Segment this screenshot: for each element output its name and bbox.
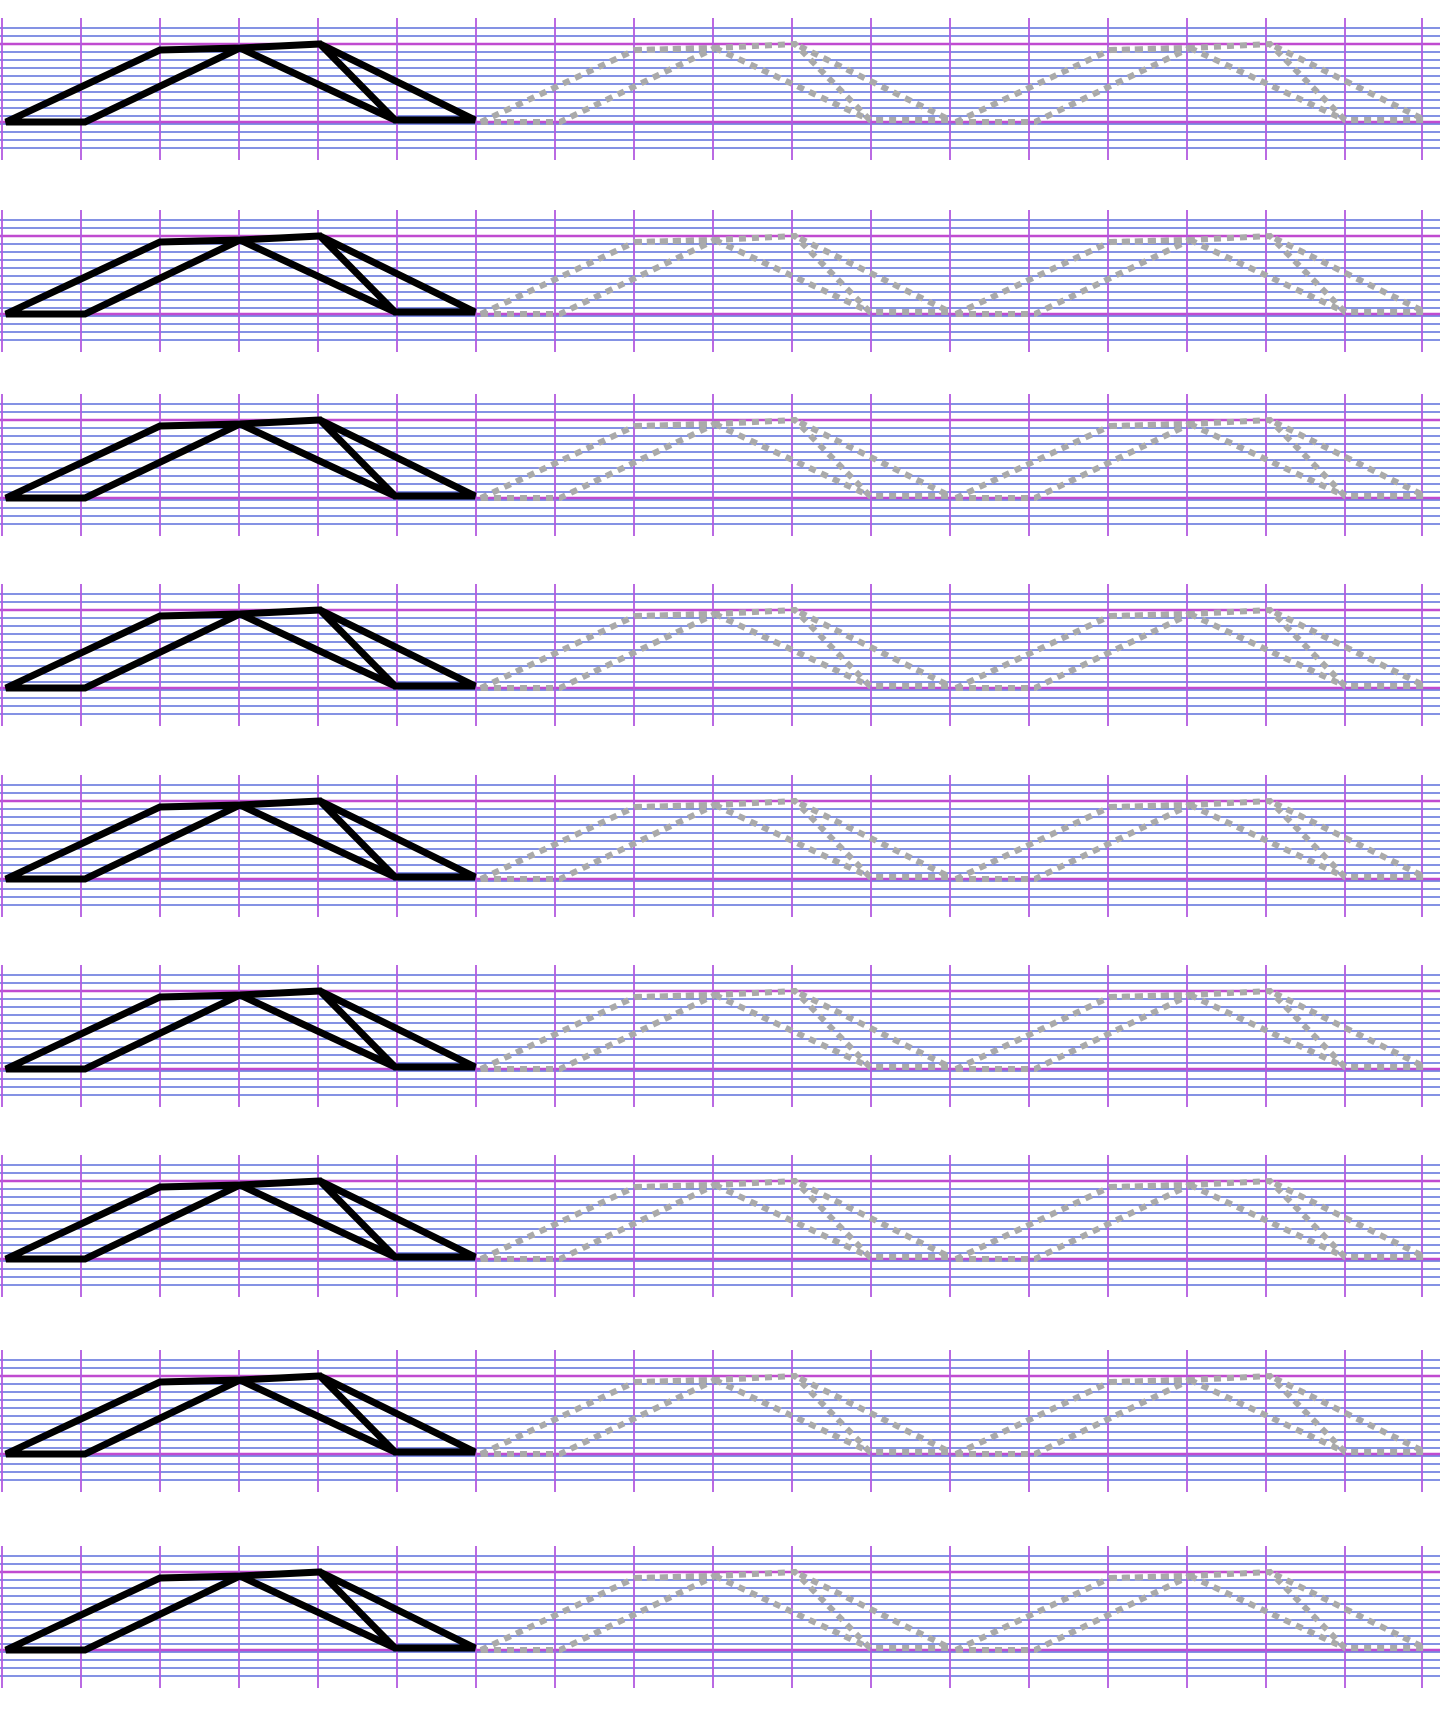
- practice-row: [0, 394, 1440, 536]
- model-shape: [4, 797, 477, 883]
- trace-shape: [954, 606, 1427, 691]
- practice-row: [0, 18, 1440, 160]
- model-shape: [4, 1568, 477, 1654]
- trace-shape: [479, 797, 952, 882]
- trace-shape: [479, 987, 952, 1072]
- model-shape: [4, 416, 477, 502]
- model-shape: [4, 1177, 477, 1263]
- model-shape: [4, 1372, 477, 1458]
- trace-shape: [479, 232, 952, 317]
- model-shape: [4, 40, 477, 126]
- trace-shape: [479, 1568, 952, 1653]
- model-shape: [4, 987, 477, 1073]
- trace-shape: [479, 1372, 952, 1457]
- practice-row: [0, 210, 1440, 352]
- practice-row: [0, 584, 1440, 726]
- trace-shape: [479, 1177, 952, 1262]
- trace-shape: [479, 40, 952, 125]
- trace-shape: [954, 40, 1427, 125]
- practice-row: [0, 1155, 1440, 1297]
- trace-shape: [479, 606, 952, 691]
- trace-shape: [954, 1177, 1427, 1262]
- trace-shape: [954, 1568, 1427, 1653]
- trace-shape: [479, 416, 952, 501]
- model-shape: [4, 232, 477, 318]
- trace-shape: [954, 416, 1427, 501]
- practice-row: [0, 1350, 1440, 1492]
- model-shape: [4, 606, 477, 692]
- practice-row: [0, 965, 1440, 1107]
- trace-shape: [954, 232, 1427, 317]
- trace-shape: [954, 1372, 1427, 1457]
- trace-shape: [954, 797, 1427, 882]
- practice-row: [0, 1546, 1440, 1688]
- trace-shape: [954, 987, 1427, 1072]
- practice-row: [0, 775, 1440, 917]
